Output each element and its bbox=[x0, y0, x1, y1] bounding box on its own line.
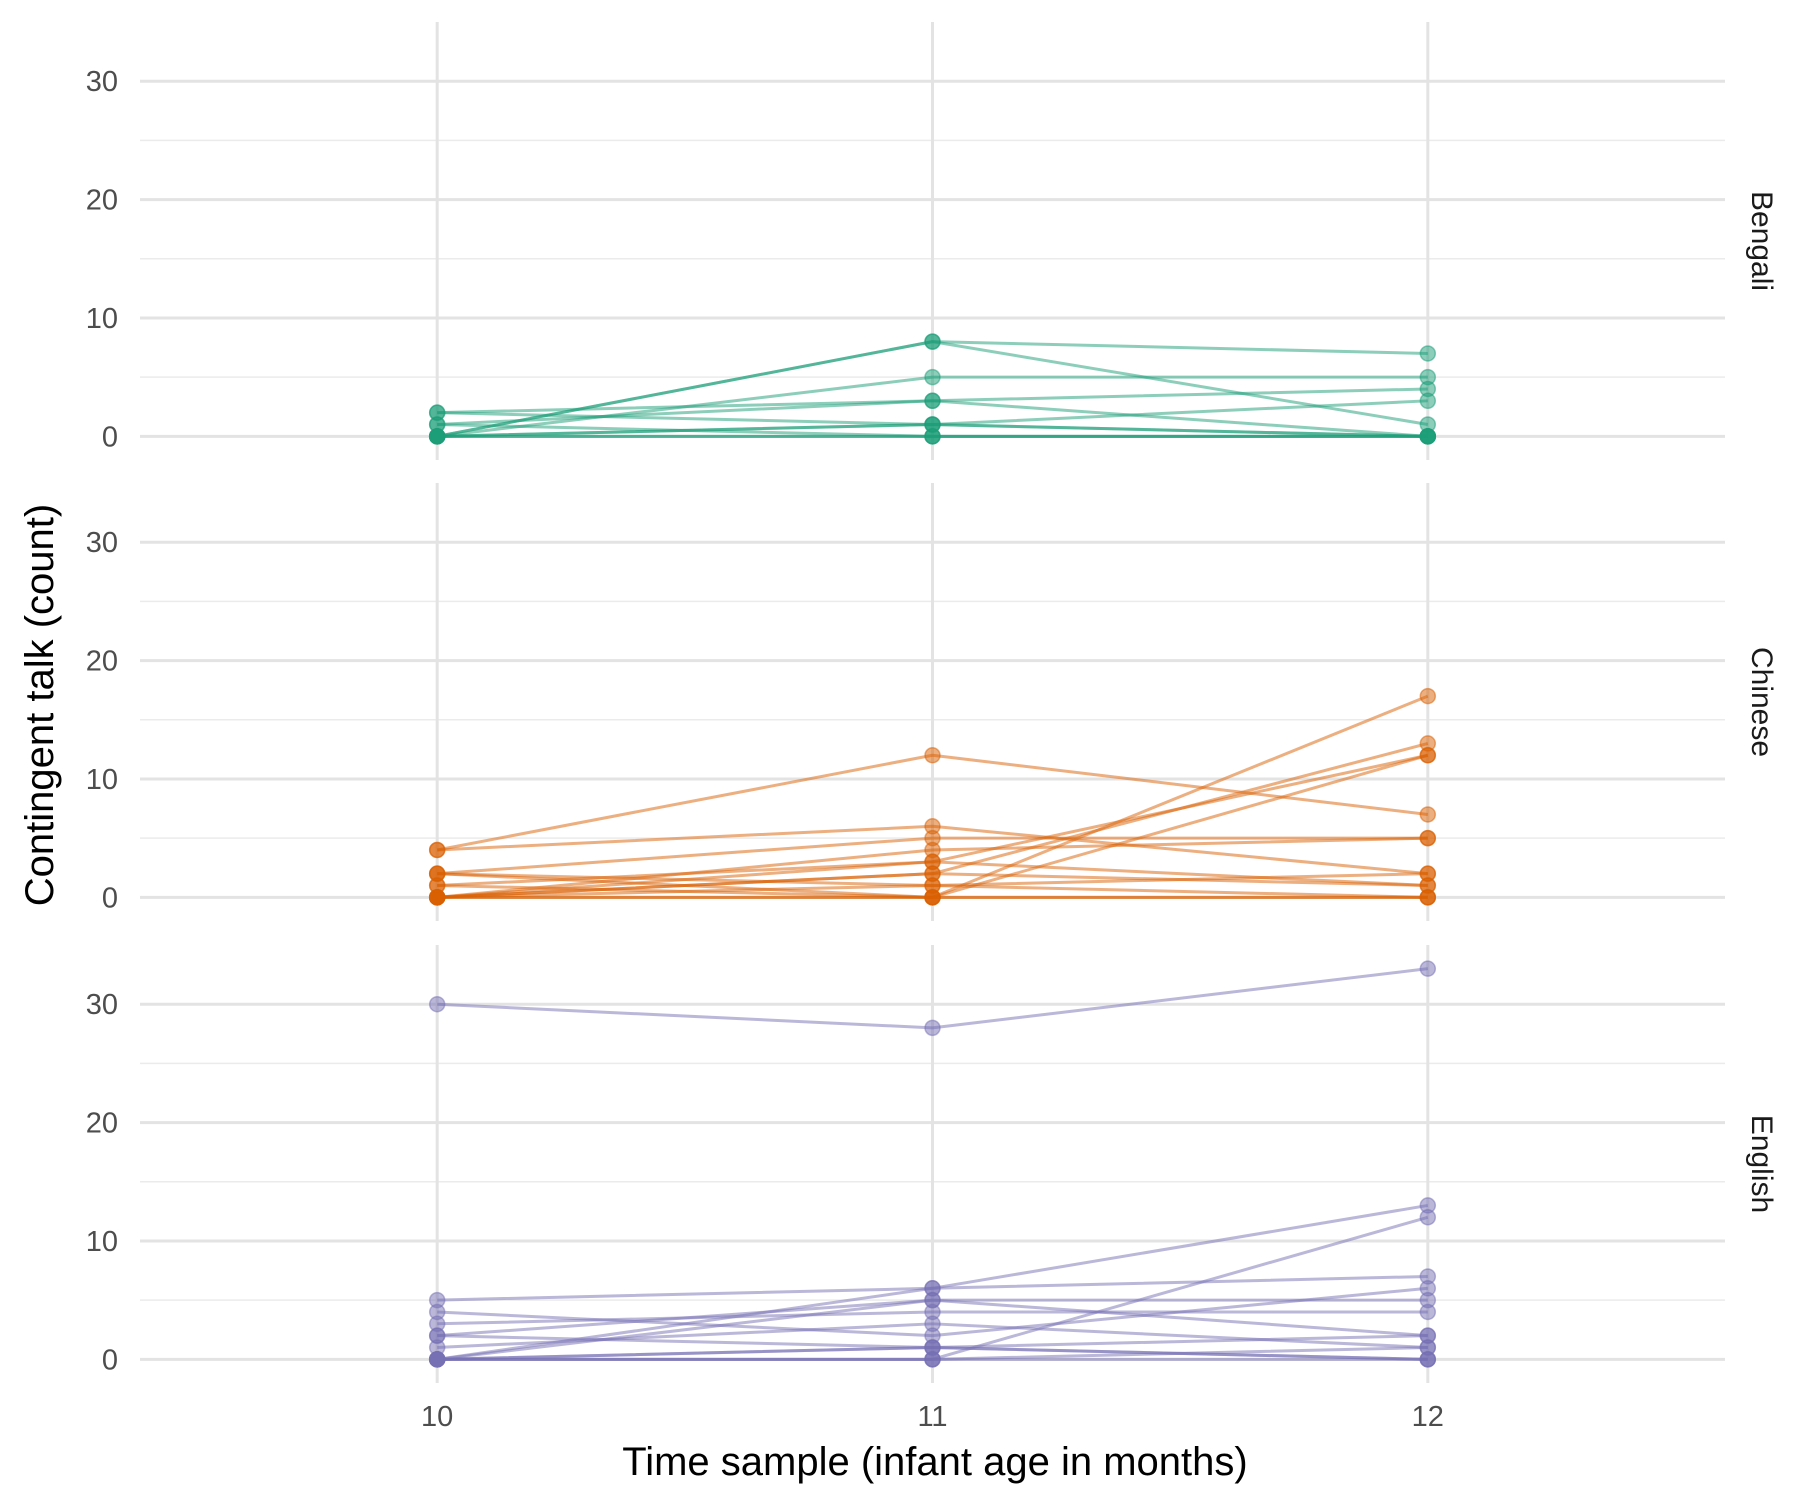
data-point bbox=[924, 1339, 941, 1356]
data-point bbox=[1419, 806, 1437, 823]
data-point bbox=[924, 1291, 941, 1309]
data-point bbox=[1419, 960, 1437, 977]
y-axis-title: Contingent talk (count) bbox=[18, 504, 62, 906]
panels-layer: 0 10 20 30 Bengali 0 10 20 30 Chinese 0 10 20 30 Engli… bbox=[86, 22, 1778, 1383]
data-point bbox=[1419, 1209, 1437, 1226]
data-point bbox=[1419, 687, 1437, 705]
y-tick-label: 0 bbox=[102, 421, 118, 453]
facet-label-english: English bbox=[1745, 1115, 1778, 1213]
data-point bbox=[1419, 428, 1437, 445]
data-point bbox=[924, 392, 941, 410]
x-tick-label: 11 bbox=[917, 1401, 947, 1433]
panel-english: 0 10 20 30 English bbox=[86, 945, 1778, 1383]
data-point bbox=[1419, 392, 1437, 410]
y-tick-label: 30 bbox=[86, 989, 118, 1021]
y-tick-label: 20 bbox=[86, 185, 118, 217]
y-tick-label: 10 bbox=[86, 303, 118, 335]
x-tick-label: 10 bbox=[421, 1401, 453, 1433]
facet-label-bengali: Bengali bbox=[1745, 191, 1778, 291]
x-axis-title: Time sample (infant age in months) bbox=[622, 1440, 1247, 1484]
data-point bbox=[924, 747, 941, 764]
y-tick-label: 10 bbox=[86, 764, 118, 796]
y-tick-label: 30 bbox=[86, 527, 118, 559]
data-point bbox=[428, 1327, 446, 1344]
data-point bbox=[428, 1351, 446, 1368]
y-tick-label: 0 bbox=[102, 882, 118, 914]
data-point bbox=[924, 1315, 941, 1333]
y-tick-label: 20 bbox=[86, 1108, 118, 1140]
data-point bbox=[428, 995, 446, 1013]
data-point bbox=[924, 416, 941, 433]
data-point bbox=[1419, 747, 1437, 764]
data-point bbox=[1419, 829, 1437, 847]
data-point bbox=[1419, 1303, 1437, 1321]
y-tick-label: 30 bbox=[86, 66, 118, 98]
y-tick-label: 20 bbox=[86, 646, 118, 678]
y-tick-label: 0 bbox=[102, 1344, 118, 1376]
data-point bbox=[428, 428, 446, 445]
data-point bbox=[924, 1019, 941, 1037]
data-point bbox=[428, 841, 446, 859]
data-point bbox=[924, 368, 941, 386]
data-point bbox=[924, 333, 941, 350]
data-point bbox=[1419, 1351, 1437, 1368]
y-tick-label: 10 bbox=[86, 1226, 118, 1258]
data-point bbox=[1419, 889, 1437, 906]
x-tick-label: 12 bbox=[1412, 1401, 1444, 1433]
facet-label-chinese: Chinese bbox=[1745, 647, 1778, 757]
panel-bengali: 0 10 20 30 Bengali bbox=[86, 22, 1778, 460]
panel-chinese: 0 10 20 30 Chinese bbox=[86, 483, 1778, 921]
data-point bbox=[1419, 345, 1437, 362]
data-point bbox=[1419, 865, 1437, 882]
data-point bbox=[924, 877, 941, 894]
x-axis-ticks: 10 11 12 bbox=[421, 1401, 1444, 1433]
data-point bbox=[428, 889, 446, 906]
